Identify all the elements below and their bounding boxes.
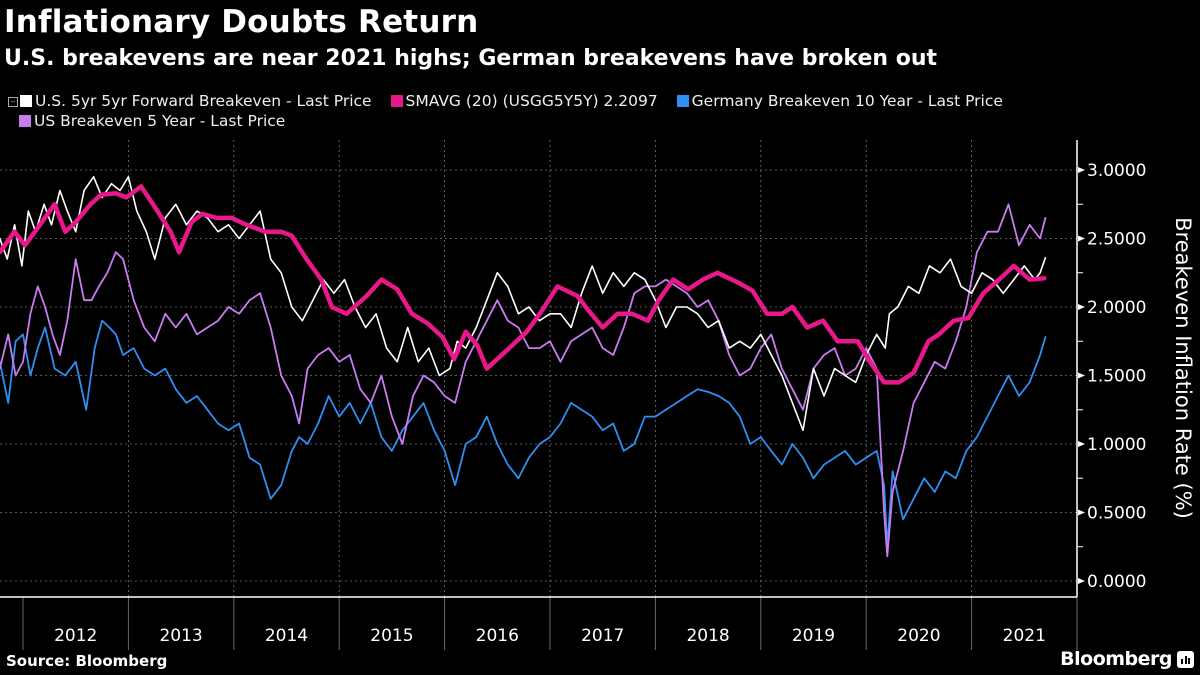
bloomberg-chart-icon: [1177, 651, 1194, 668]
y-tick-label: 2.0000: [1087, 298, 1146, 318]
series-group: [0, 176, 1047, 558]
legend-item-smavg[interactable]: SMAVG (20) (USGG5Y5Y) 2.2097: [390, 91, 658, 111]
chart-subtitle: U.S. breakevens are near 2021 highs; Ger…: [4, 46, 937, 71]
y-tick-label: 0.5000: [1087, 504, 1146, 524]
y-tick-label: 1.5000: [1087, 367, 1146, 387]
x-tick-label: 2017: [581, 626, 624, 646]
legend-swatch-blue: [676, 95, 689, 107]
legend-label: SMAVG (20) (USGG5Y5Y) 2.2097: [405, 92, 658, 110]
bloomberg-logo-text: Bloomberg: [1060, 648, 1172, 670]
series-line-us-5y5y-forward: [0, 176, 1047, 432]
x-tick-label: 2021: [1003, 626, 1046, 646]
y-tick-mark: [1078, 509, 1085, 516]
legend-swatch-white: [20, 95, 32, 107]
x-tick-label: 2014: [265, 626, 308, 646]
x-tick-label: 2019: [792, 626, 835, 646]
x-tick-label: 2013: [159, 626, 202, 646]
grid: [0, 140, 1077, 597]
y-tick-mark: [1078, 441, 1085, 447]
chart-title: Inflationary Doubts Return: [4, 4, 479, 40]
legend-label: Germany Breakeven 10 Year - Last Price: [691, 92, 1003, 110]
legend-collapse-icon[interactable]: −: [8, 97, 18, 107]
source-note: Source: Bloomberg: [6, 652, 168, 670]
series-line-germany-10y: [0, 319, 1047, 548]
y-tick-mark: [1078, 578, 1085, 584]
legend-item-us-5y[interactable]: US Breakeven 5 Year - Last Price: [19, 111, 285, 131]
series-line-smavg-20: [0, 184, 1047, 385]
y-axis-label: Breakeven Inflation Rate (%): [1171, 217, 1195, 519]
x-tick-label: 2020: [897, 626, 940, 646]
legend-item-us-5y5y[interactable]: U.S. 5yr 5yr Forward Breakeven - Last Pr…: [20, 91, 372, 111]
legend-label: U.S. 5yr 5yr Forward Breakeven - Last Pr…: [35, 92, 372, 110]
axes: 0.0000 0.5000 1.0000 1.5000 2.0000 2.5000 3.00…: [0, 140, 1146, 650]
x-tick-label: 2012: [54, 626, 97, 646]
y-tick-mark: [1078, 372, 1085, 379]
legend-item-germany-10y[interactable]: Germany Breakeven 10 Year - Last Price: [676, 91, 1003, 111]
y-tick-label: 1.0000: [1087, 435, 1146, 455]
legend-label: US Breakeven 5 Year - Last Price: [34, 112, 286, 130]
y-tick-mark: [1078, 167, 1085, 173]
legend-swatch-purple: [19, 115, 31, 127]
y-tick-mark: [1078, 304, 1085, 310]
x-tick-label: 2018: [686, 626, 729, 646]
series-line-us-5y: [0, 203, 1047, 558]
legend: − U.S. 5yr 5yr Forward Breakeven - Last P…: [8, 91, 1017, 131]
y-tick-label: 0.0000: [1087, 572, 1146, 592]
y-tick-label: 2.5000: [1087, 230, 1146, 250]
legend-swatch-pink: [390, 95, 403, 107]
y-tick-mark: [1078, 235, 1085, 242]
x-tick-label: 2016: [476, 626, 519, 646]
y-tick-label: 3.0000: [1087, 161, 1146, 181]
x-tick-label: 2015: [370, 626, 413, 646]
